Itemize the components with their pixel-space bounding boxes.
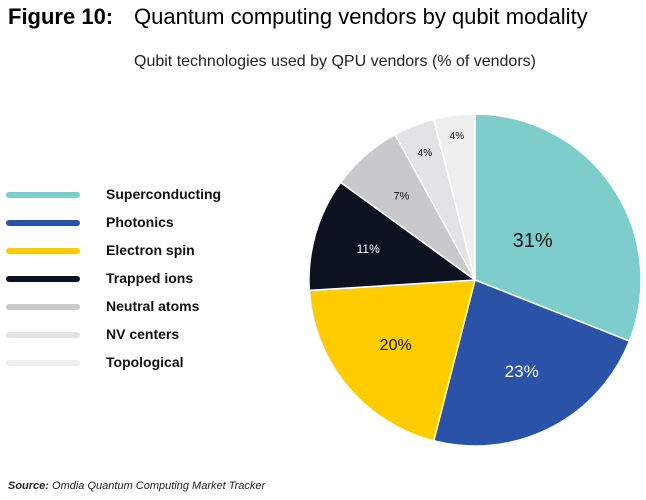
legend-swatch xyxy=(6,248,80,254)
pie-slice-photonics xyxy=(432,278,631,447)
pie-label-photonics: 23% xyxy=(505,362,539,381)
legend-swatch xyxy=(6,360,80,366)
figure-label: Figure 10: xyxy=(8,4,114,29)
legend-label: Electron spin xyxy=(106,242,195,258)
legend-swatch xyxy=(6,332,80,338)
pie-slice-superconducting xyxy=(474,113,642,343)
pie-label-neutral-atoms: 7% xyxy=(393,191,409,203)
legend-label: Photonics xyxy=(106,214,174,230)
pie-slice-electron-spin xyxy=(308,279,476,442)
source-note: Source: Omdia Quantum Computing Market T… xyxy=(8,480,265,492)
legend-swatch xyxy=(6,220,80,226)
source-text: Omdia Quantum Computing Market Tracker xyxy=(52,480,266,492)
pie-label-superconducting: 31% xyxy=(513,230,553,252)
legend-swatch xyxy=(6,192,80,198)
figure-title: Quantum computing vendors by qubit modal… xyxy=(134,4,588,29)
legend-swatch xyxy=(6,276,80,282)
legend-label: NV centers xyxy=(106,326,180,342)
legend-label: Superconducting xyxy=(106,186,222,202)
chart-subtitle: Qubit technologies used by QPU vendors (… xyxy=(134,53,536,70)
legend-label: Trapped ions xyxy=(106,270,194,286)
pie-label-topological: 4% xyxy=(450,131,465,142)
pie-slice-trapped-ions xyxy=(308,181,478,292)
legend-swatch xyxy=(6,304,80,310)
pie-label-trapped-ions: 11% xyxy=(357,242,380,256)
pie-slice-topological xyxy=(432,113,476,281)
source-label: Source: xyxy=(8,480,49,492)
pie-label-nv-centers: 4% xyxy=(418,148,433,159)
legend-label: Topological xyxy=(106,354,184,370)
pie-label-electron-spin: 20% xyxy=(380,337,412,354)
legend-label: Neutral atoms xyxy=(106,298,200,314)
